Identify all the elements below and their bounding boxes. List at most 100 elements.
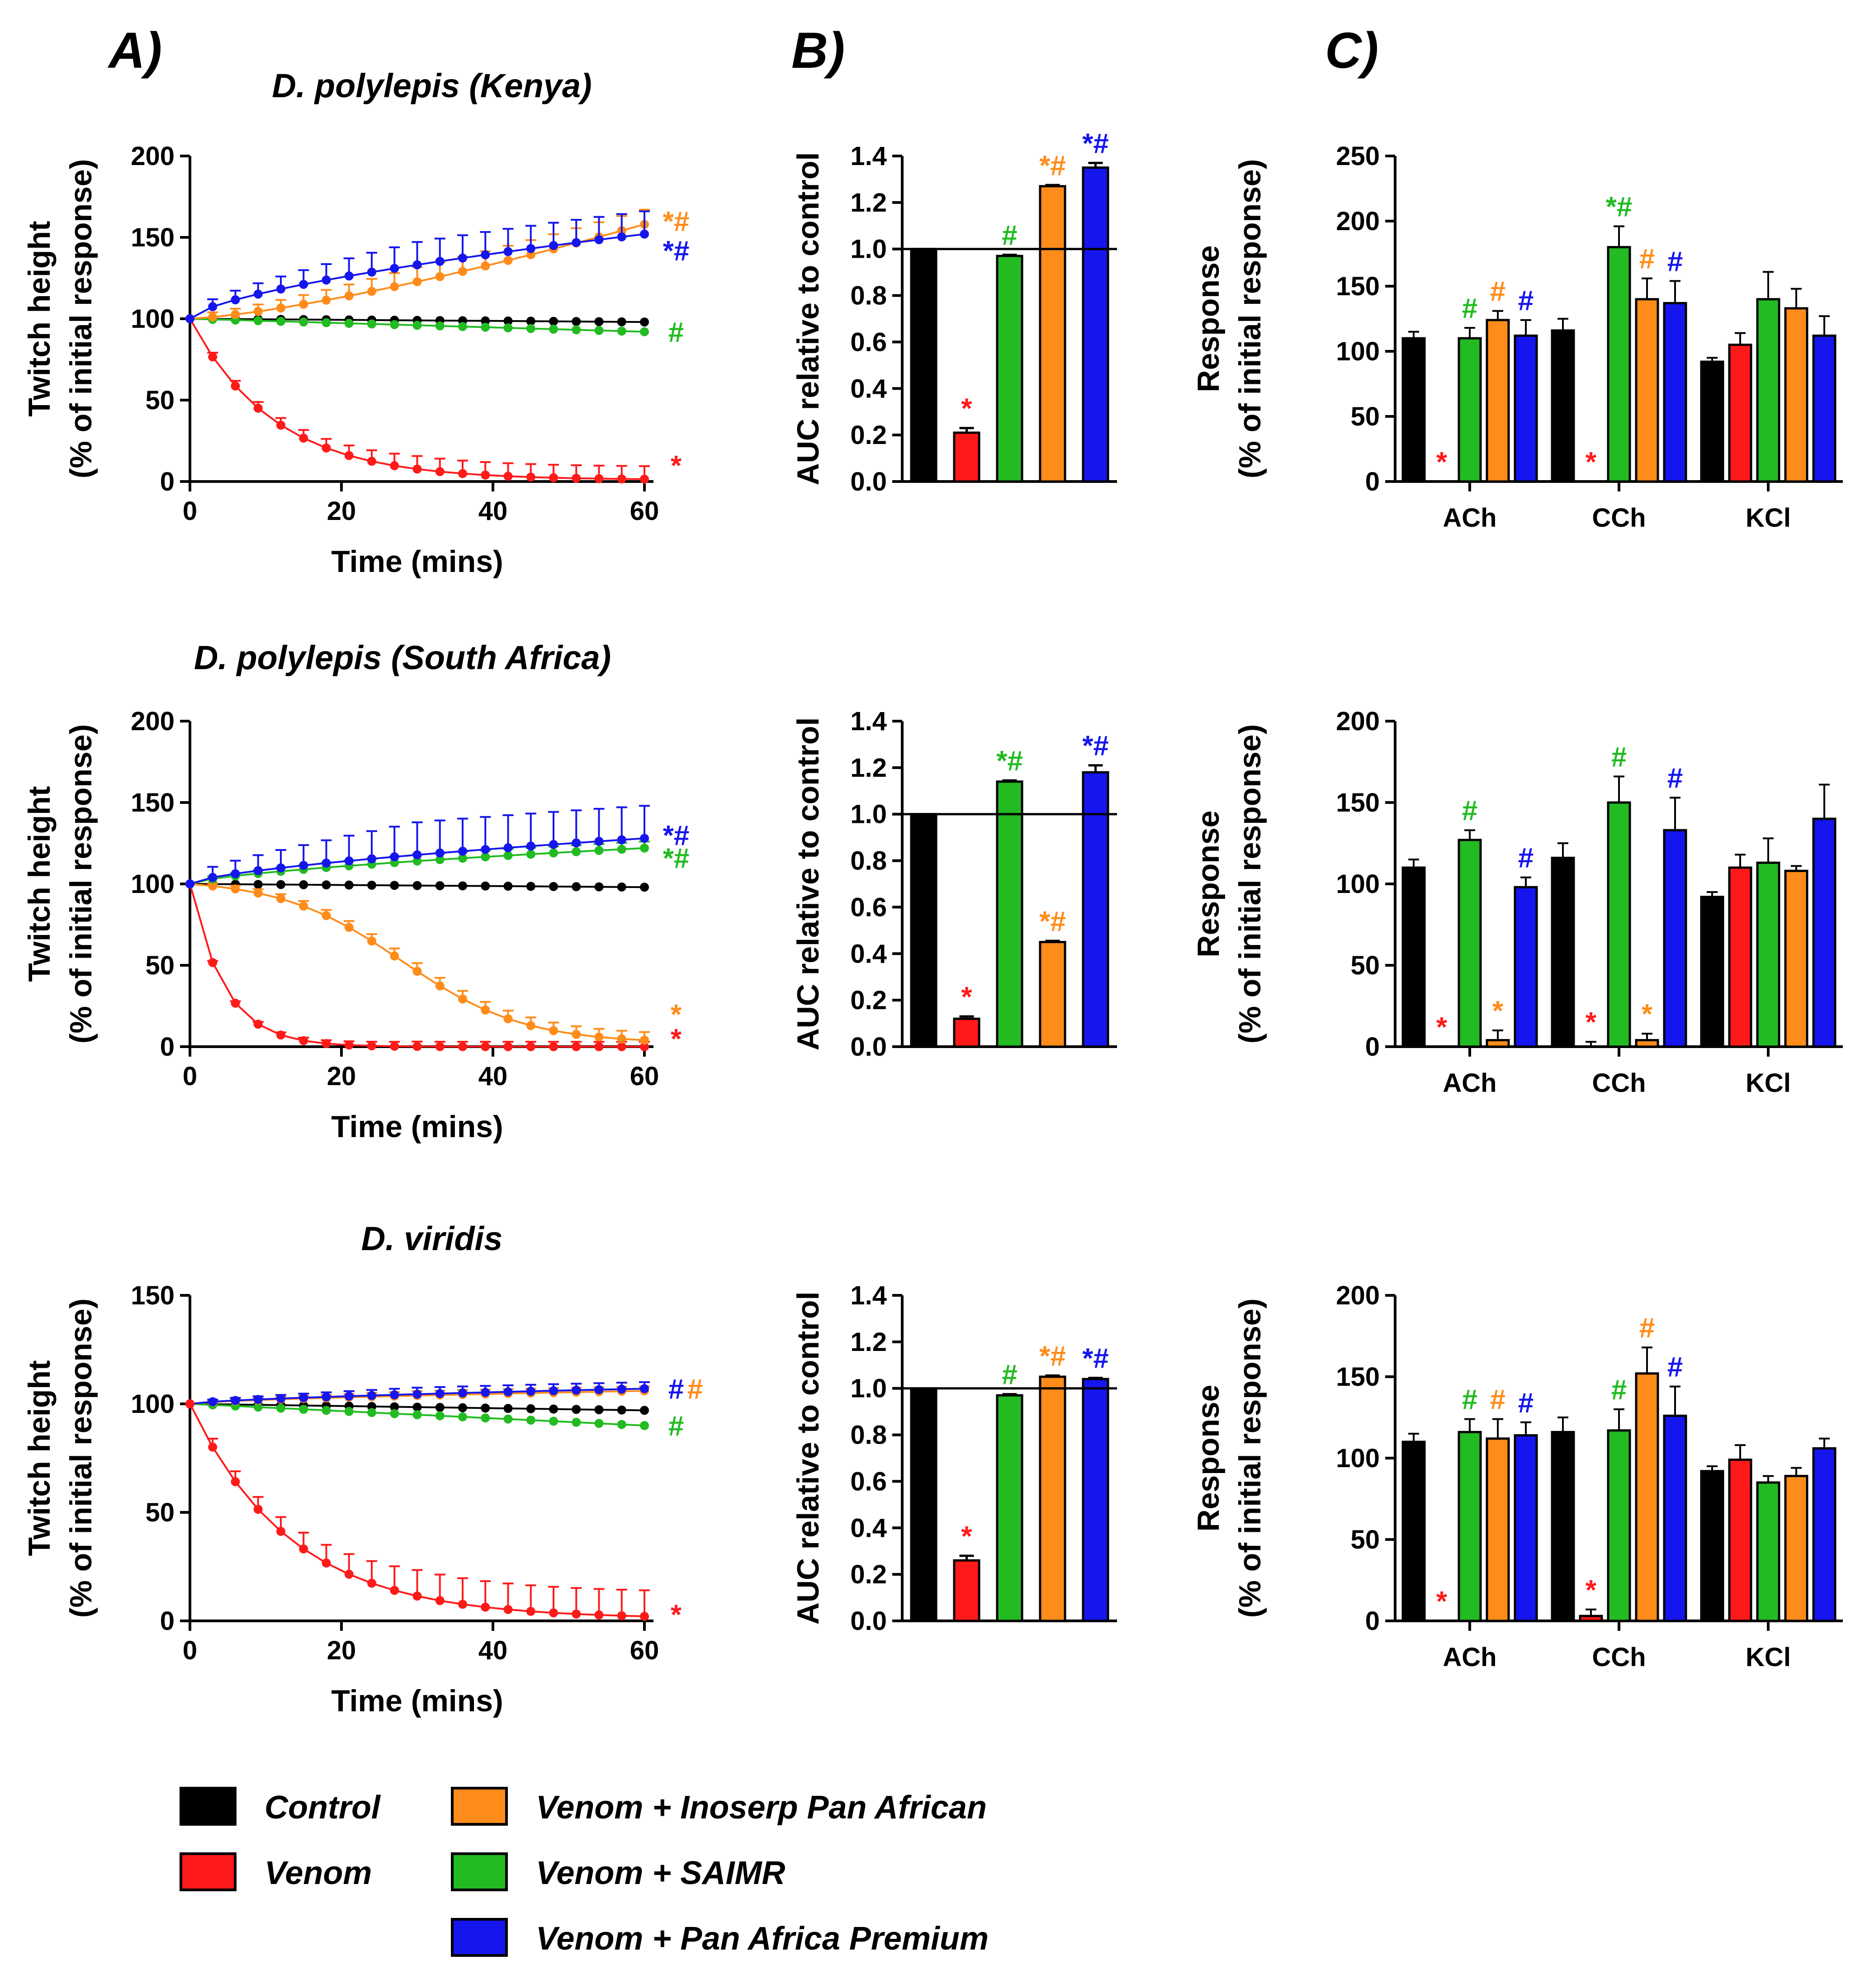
data-point bbox=[549, 1608, 558, 1618]
data-point bbox=[481, 845, 490, 854]
data-point bbox=[208, 352, 218, 362]
series-venom-pan-africa-premium bbox=[185, 805, 650, 888]
data-point bbox=[526, 316, 535, 326]
significance-mark: *# bbox=[1082, 1343, 1109, 1374]
panel-label-c: C) bbox=[1325, 22, 1378, 79]
bar-control bbox=[1401, 866, 1426, 1048]
bar-control bbox=[1700, 360, 1724, 483]
bar-control bbox=[910, 248, 937, 483]
data-point bbox=[526, 250, 535, 260]
data-point bbox=[435, 1042, 445, 1051]
series-control bbox=[185, 879, 649, 892]
y-tick-label: 100 bbox=[131, 304, 175, 334]
data-point bbox=[299, 317, 308, 327]
data-point bbox=[231, 295, 240, 305]
data-point bbox=[253, 403, 263, 413]
series-venom bbox=[185, 314, 650, 484]
data-point bbox=[572, 1042, 581, 1051]
data-point bbox=[412, 1042, 422, 1051]
significance-mark: * bbox=[1436, 1586, 1448, 1617]
data-point bbox=[435, 881, 445, 890]
y-axis-label: Response bbox=[1191, 811, 1226, 958]
chart-title-viridis: D. viridis bbox=[361, 1220, 503, 1257]
data-point bbox=[208, 312, 218, 322]
significance-mark: *# bbox=[663, 206, 690, 237]
x-axis-label: Time (mins) bbox=[331, 544, 503, 579]
data-point bbox=[390, 461, 399, 471]
series-venom-pan-africa-premium bbox=[185, 1381, 650, 1408]
significance-mark: * bbox=[1586, 447, 1597, 478]
significance-mark: *# bbox=[1039, 150, 1066, 181]
data-point bbox=[344, 271, 354, 281]
significance-mark: # bbox=[1002, 1360, 1017, 1391]
response-chart-c2: 0 50 100 150 200 Response (% of initial respon… bbox=[1191, 707, 1843, 1098]
significance-mark: *# bbox=[1082, 128, 1109, 159]
response-chart-c1: 0 50 100 150 200 250 Response (% of initial res… bbox=[1191, 142, 1843, 533]
bar-venom-saimr bbox=[1756, 861, 1780, 1048]
data-point bbox=[208, 881, 218, 891]
data-point bbox=[526, 1416, 535, 1425]
data-point bbox=[549, 840, 558, 849]
significance-mark: # bbox=[1002, 220, 1017, 251]
y-tick-label: 1.4 bbox=[850, 707, 887, 736]
data-point bbox=[526, 841, 535, 851]
category-label-kcl: KCl bbox=[1746, 1643, 1791, 1672]
significance-mark: # bbox=[687, 1374, 703, 1405]
bar-venom-pan-africa-premium bbox=[1082, 1378, 1109, 1622]
data-point bbox=[276, 284, 285, 294]
y-axis-label: (% of initial response) bbox=[64, 724, 98, 1044]
data-point bbox=[617, 1384, 626, 1394]
significance-mark: *# bbox=[663, 236, 690, 267]
data-point bbox=[390, 881, 399, 890]
data-point bbox=[617, 1611, 626, 1620]
data-point bbox=[617, 474, 626, 484]
bar-control bbox=[1700, 896, 1724, 1048]
significance-mark: # bbox=[1667, 1352, 1683, 1383]
category-label-cch: CCh bbox=[1592, 1068, 1646, 1098]
data-point bbox=[481, 261, 490, 271]
data-point bbox=[390, 951, 399, 961]
y-tick-label: 100 bbox=[1336, 1444, 1380, 1473]
data-point bbox=[594, 1419, 604, 1428]
y-axis-label: Twitch height bbox=[22, 221, 57, 416]
category-label-ach: ACh bbox=[1443, 1643, 1496, 1672]
y-tick-label: 1.2 bbox=[850, 188, 887, 217]
data-point bbox=[435, 272, 445, 281]
bar-venom-saimr bbox=[1458, 337, 1482, 483]
bar-control bbox=[910, 813, 937, 1048]
data-point bbox=[526, 324, 535, 333]
bar-venom-pan-africa-premium bbox=[1082, 771, 1109, 1048]
data-point bbox=[367, 1408, 376, 1417]
data-point bbox=[594, 326, 604, 335]
bar-venom-saimr bbox=[996, 255, 1023, 483]
bar-venom-pan-africa-premium bbox=[1663, 1414, 1687, 1622]
series-venom-pan-africa-premium bbox=[185, 210, 650, 323]
data-point bbox=[503, 323, 513, 333]
data-point bbox=[458, 267, 467, 276]
bar-venom-saimr bbox=[1458, 839, 1482, 1048]
data-point bbox=[526, 882, 535, 891]
data-point bbox=[549, 1404, 558, 1414]
data-point bbox=[276, 1403, 285, 1413]
data-point bbox=[185, 1399, 194, 1408]
data-point bbox=[412, 850, 422, 859]
legend-swatch-venom-inoserp-pan-african bbox=[451, 1787, 508, 1826]
data-point bbox=[640, 474, 649, 484]
line-chart-a2: 0 50 100 150 200 0 20 40 60 Time (mins) Twitch hei… bbox=[22, 707, 689, 1144]
y-axis-label: (% of initial response) bbox=[1233, 724, 1267, 1044]
data-point bbox=[344, 1040, 354, 1050]
y-tick-label: 0 bbox=[1365, 1606, 1380, 1636]
y-axis-label: Response bbox=[1191, 246, 1226, 392]
bar-venom-inoserp-pan-african bbox=[1635, 298, 1659, 483]
data-point bbox=[253, 307, 263, 316]
significance-mark: # bbox=[1490, 276, 1505, 307]
significance-mark: *# bbox=[1082, 731, 1109, 762]
auc-chart-b3: 0.0 0.2 0.4 0.6 0.8 1.0 1.2 1.4 AUC relative to … bbox=[791, 1281, 1117, 1636]
x-axis-label: Time (mins) bbox=[331, 1110, 503, 1144]
y-axis-label: AUC relative to control bbox=[791, 718, 825, 1051]
bar-venom-inoserp-pan-african bbox=[1039, 185, 1066, 483]
x-tick-label: 20 bbox=[327, 1062, 356, 1091]
x-tick-label: 20 bbox=[327, 496, 356, 526]
data-point bbox=[390, 1586, 399, 1595]
y-axis-label: Response bbox=[1191, 1385, 1226, 1532]
